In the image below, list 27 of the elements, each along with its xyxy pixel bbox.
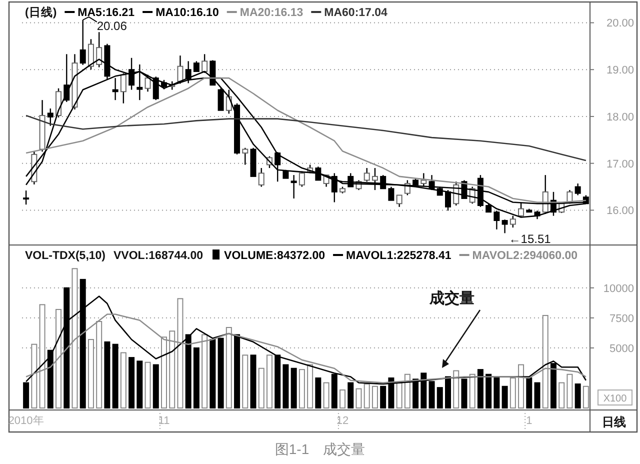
x-tick-label: 1	[526, 415, 532, 427]
annotation: 成交量	[428, 289, 474, 307]
y-tick-label: 7500	[610, 312, 634, 325]
caption: 图1-1 成交量	[274, 441, 366, 457]
y-tick-label: 19.00	[606, 64, 634, 77]
y-tick-label: 10000	[603, 282, 634, 295]
y-tick-label: 5000	[610, 342, 634, 355]
chart-title: VOL-TDX(5,10)	[25, 250, 106, 262]
y-tick-label: 16.00	[606, 205, 634, 218]
legend-label: MA20:16.13	[240, 7, 304, 19]
x-tick-label: 11	[158, 415, 170, 427]
y-tick-label: 18.00	[606, 111, 634, 124]
annotation: 20.06	[96, 18, 128, 33]
annotation: VVOL:168744.00	[114, 250, 204, 262]
y-tick-label: 17.00	[606, 158, 634, 170]
chart-title: (日线)	[25, 5, 57, 19]
text: X100	[603, 394, 628, 404]
annotation: ←15.51	[508, 232, 552, 246]
legend-label: MA10:16.10	[156, 7, 219, 19]
x-tick-label: 12	[336, 415, 349, 427]
legend-label: MA5:16.21	[78, 7, 136, 19]
legend-label: MAVOL2:294060.00	[472, 250, 578, 262]
legend-label: VOLUME:84372.00	[224, 250, 326, 262]
legend-label: MAVOL1:225278.41	[346, 250, 452, 262]
text: 日线	[602, 415, 626, 429]
legend-label: MA60:17.04	[324, 7, 388, 19]
y-tick-label: 20.00	[606, 18, 634, 30]
